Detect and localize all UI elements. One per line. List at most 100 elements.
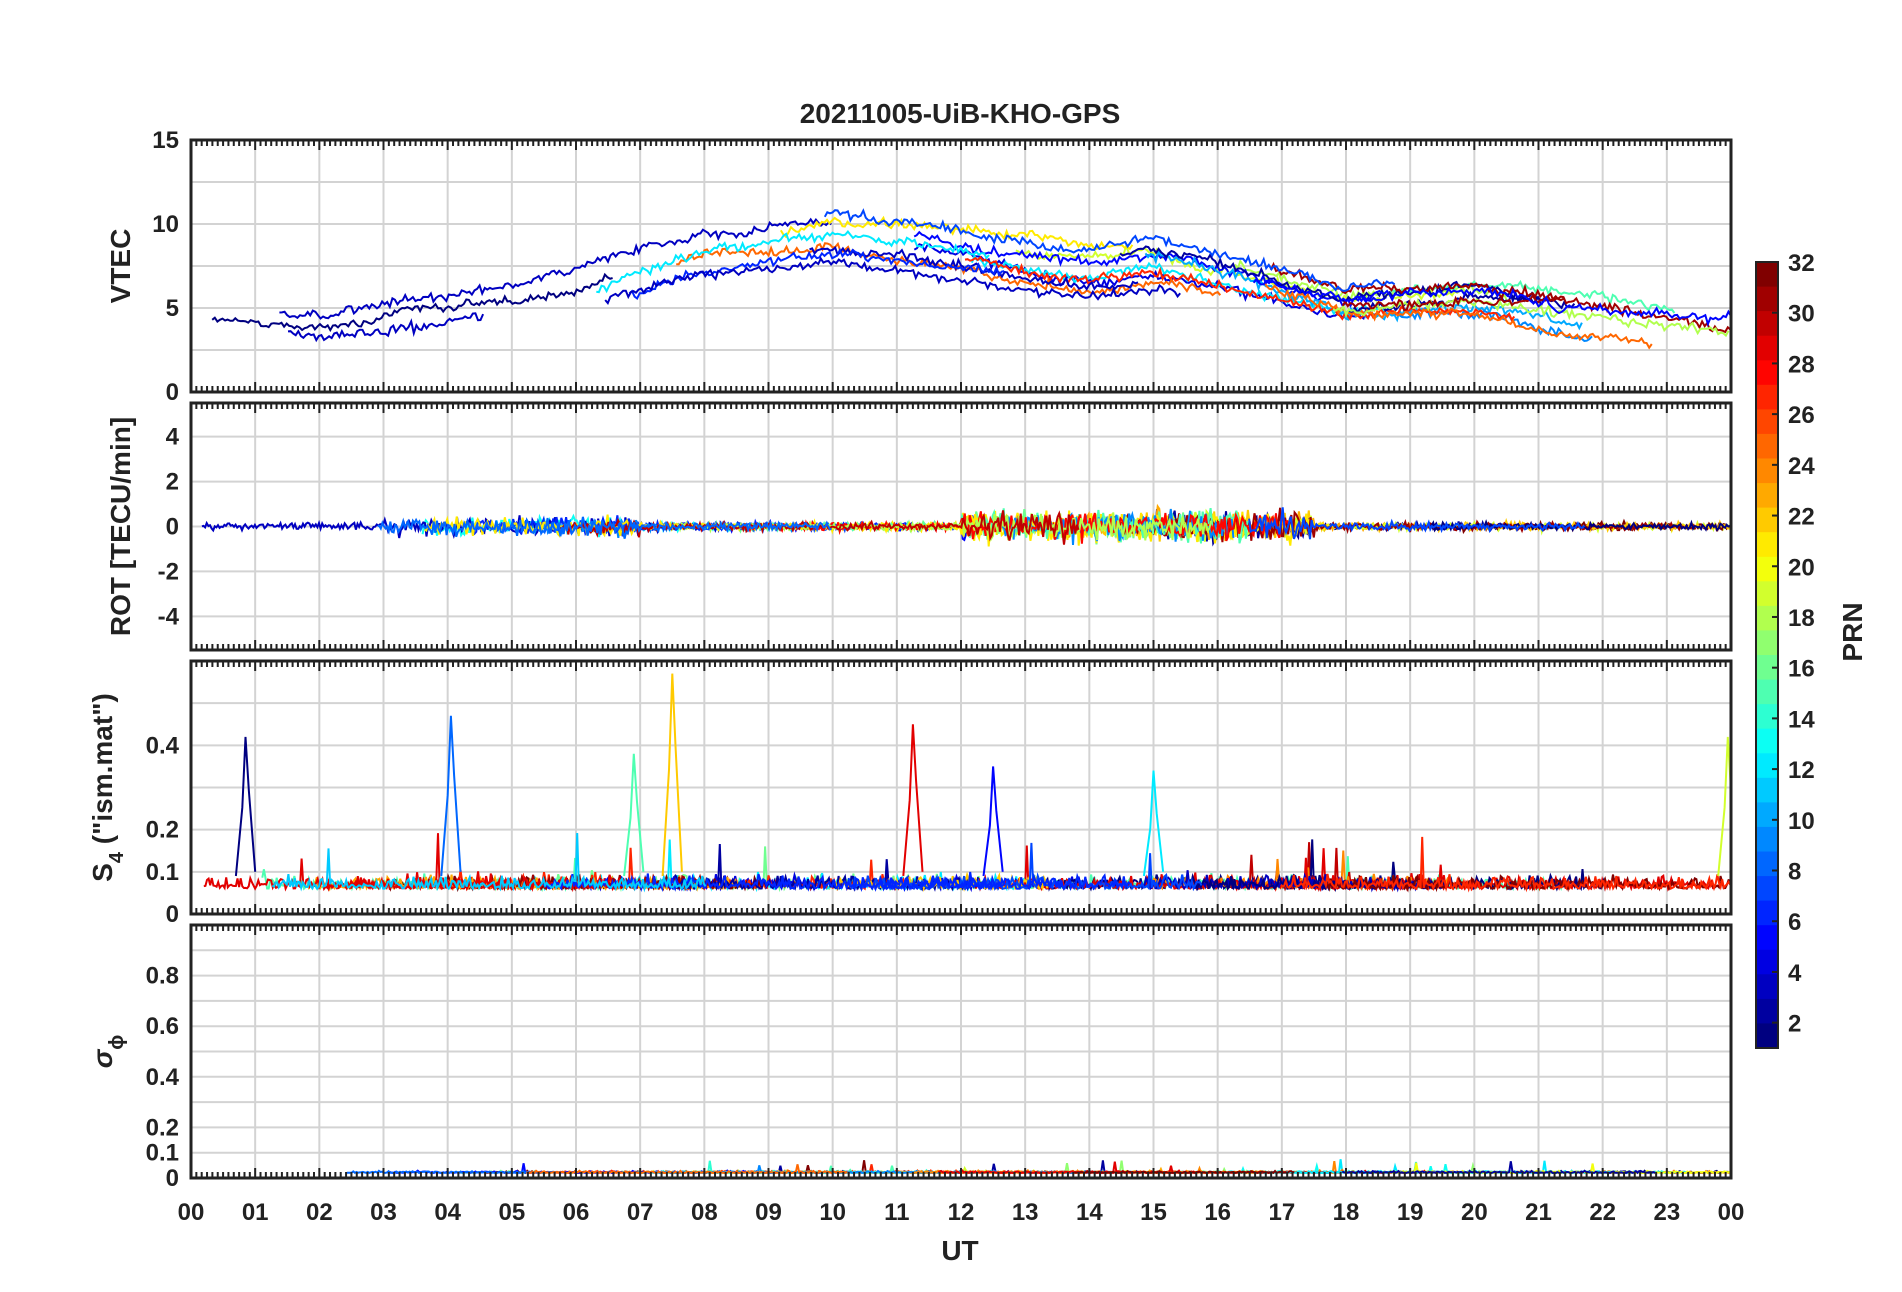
- x-tick-label: 04: [434, 1199, 461, 1226]
- colorbar-swatch: [1756, 826, 1778, 852]
- x-tick-label: 20: [1461, 1199, 1488, 1226]
- s4-peak: [661, 673, 683, 877]
- traces: [201, 503, 1731, 547]
- y-label-rest: ("ism.mat"): [87, 693, 118, 852]
- y-axis-label: VTEC: [105, 229, 136, 304]
- colorbar-swatch: [1756, 704, 1778, 730]
- panel-S4: 0.4 0.2 0.1 0 S4 ("ism.mat"): [87, 659, 1733, 928]
- colorbar-tick-label: 16: [1788, 656, 1815, 683]
- trace-prn-12: [596, 230, 990, 294]
- y-tick-label: 0.1: [146, 859, 179, 886]
- x-tick-label: 00: [178, 1199, 205, 1226]
- y-tick-label: 5: [166, 295, 179, 322]
- y-tick-label: 0.4: [146, 732, 180, 759]
- x-tick-label: 09: [755, 1199, 782, 1226]
- colorbar-swatch: [1756, 998, 1778, 1024]
- trace-prn-3: [287, 312, 485, 343]
- colorbar-swatch: [1756, 655, 1778, 681]
- panel-sigma_phi: 0.8 0.6 0.4 0.20.10 σϕ: [87, 923, 1733, 1192]
- trace-prn-6: [628, 247, 1005, 301]
- colorbar-swatch: [1756, 286, 1778, 312]
- trace-prn-8: [346, 1169, 555, 1175]
- traces: [211, 208, 1731, 350]
- y-tick-label: 0.8: [146, 963, 179, 990]
- grid: [190, 925, 1732, 1178]
- y-tick-label: 0.1: [146, 1140, 179, 1167]
- colorbar-swatch: [1756, 409, 1778, 435]
- x-tick-label: 00: [1718, 1199, 1745, 1226]
- x-tick-label: 15: [1140, 1199, 1167, 1226]
- trace-prn-1: [211, 272, 613, 333]
- trace-prn-18: [1332, 297, 1730, 338]
- trace-prn-21: [779, 215, 1134, 251]
- colorbar-swatch: [1756, 532, 1778, 558]
- y-axis-label: σϕ: [87, 1035, 128, 1069]
- trace-prn-7: [1248, 507, 1586, 540]
- trace-prn-31: [1341, 294, 1564, 312]
- trace-prn-5: [1252, 277, 1731, 327]
- chart-title: 20211005-UiB-KHO-GPS: [800, 98, 1121, 129]
- x-tick-label: 01: [242, 1199, 269, 1226]
- x-tick-label: 21: [1525, 1199, 1552, 1226]
- colorbar-swatch: [1756, 360, 1778, 386]
- x-tick-label: 10: [819, 1199, 846, 1226]
- colorbar-swatch: [1756, 802, 1778, 828]
- colorbar-tick-label: 2: [1788, 1011, 1801, 1038]
- colorbar-swatch: [1756, 1023, 1778, 1049]
- y-tick-label: 0.2: [146, 817, 179, 844]
- y-label-main: σ: [87, 1048, 118, 1068]
- y-tick-label: 0: [166, 379, 179, 406]
- colorbar-tick-label: 8: [1788, 859, 1801, 886]
- colorbar-swatch: [1756, 728, 1778, 754]
- s4-peak: [902, 724, 924, 877]
- colorbar-tick-label: 28: [1788, 351, 1815, 378]
- colorbar-tick-label: 22: [1788, 504, 1815, 531]
- trace-prn-25: [1263, 281, 1653, 350]
- minor-ticks: [190, 925, 1732, 1178]
- y-tick-label: 0: [166, 901, 179, 928]
- y-label-main: S: [87, 863, 118, 882]
- trace-prn-2: [1119, 245, 1576, 310]
- x-tick-label: 11: [884, 1199, 909, 1226]
- s4-peak: [982, 766, 1004, 877]
- y-tick-label: 0: [166, 1165, 179, 1192]
- colorbar-swatch: [1756, 949, 1778, 975]
- minor-ticks: [190, 403, 1732, 650]
- colorbar-tick-label: 6: [1788, 909, 1801, 936]
- colorbar-tick-label: 24: [1788, 453, 1815, 480]
- s4-peak: [440, 715, 462, 877]
- panel-ROT: 4 2 0 -2 -4 ROT [TECU/min]: [105, 401, 1733, 652]
- trace-prn-8: [377, 516, 832, 539]
- colorbar-swatch: [1756, 433, 1778, 459]
- y-tick-label: -4: [158, 603, 180, 630]
- colorbar-swatch: [1756, 630, 1778, 656]
- y-tick-label: 0: [166, 514, 179, 541]
- x-tick-label: 03: [370, 1199, 397, 1226]
- colorbar-tick-label: 10: [1788, 808, 1815, 835]
- colorbar-swatch: [1756, 507, 1778, 533]
- trace-prn-27: [1280, 836, 1731, 893]
- colorbar-swatch: [1756, 605, 1778, 631]
- x-tick-label: 17: [1268, 1199, 1295, 1226]
- x-tick-label: 18: [1333, 1199, 1360, 1226]
- y-axis-label: S4 ("ism.mat"): [87, 693, 128, 882]
- colorbar-swatch: [1756, 311, 1778, 337]
- trace-prn-3: [604, 256, 1181, 306]
- y-tick-label: 15: [152, 127, 179, 154]
- y-tick-label: 2: [166, 469, 179, 496]
- colorbar-swatch: [1756, 483, 1778, 509]
- trace-prn-7: [823, 208, 1396, 292]
- x-tick-label: 23: [1653, 1199, 1680, 1226]
- x-tick-label: 16: [1204, 1199, 1231, 1226]
- colorbar-tick-label: 4: [1788, 960, 1802, 987]
- colorbar-swatch: [1756, 262, 1778, 288]
- x-tick-label: 22: [1589, 1199, 1616, 1226]
- colorbar-tick-label: 12: [1788, 757, 1815, 784]
- y-axis-label: ROT [TECU/min]: [105, 417, 136, 636]
- colorbar-swatch: [1756, 777, 1778, 803]
- trace-prn-11: [271, 832, 707, 893]
- x-tick-label: 06: [563, 1199, 590, 1226]
- x-tick-label: 02: [306, 1199, 333, 1226]
